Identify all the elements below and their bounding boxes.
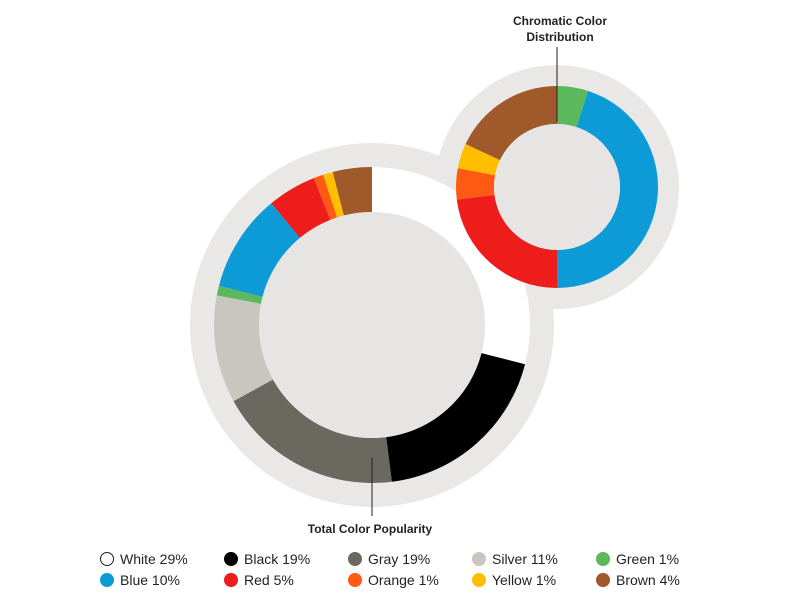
legend-label: Silver 11% <box>492 550 558 567</box>
legend-item: Blue 10% <box>100 569 224 590</box>
main-slice-silver <box>214 295 273 402</box>
legend-label: Black 19% <box>244 550 311 567</box>
legend-label: Blue 10% <box>120 571 180 588</box>
chromatic-slice-yellow <box>457 143 500 176</box>
main-slice-white <box>372 167 530 365</box>
chromatic-donut-center <box>494 124 620 250</box>
legend-swatch <box>224 572 238 587</box>
legend-item: White 29% <box>100 548 224 569</box>
chromatic-distribution-title: Chromatic Color Distribution <box>512 14 607 44</box>
legend-label: Gray 19% <box>368 550 431 567</box>
legend-swatch <box>100 572 114 587</box>
legend-row: White 29% Black 19% Gray 19% Silver 11% Gree… <box>100 548 740 569</box>
legend-label: White 29% <box>120 550 188 567</box>
legend-item: Red 5% <box>224 569 348 590</box>
legend-item: Orange 1% <box>348 569 472 590</box>
chromatic-slice-orange <box>456 168 496 200</box>
main-slice-gray <box>233 379 392 483</box>
main-slice-black <box>386 353 526 482</box>
legend-swatch <box>472 551 486 566</box>
legend-item: Gray 19% <box>348 548 472 569</box>
legend-item: Green 1% <box>596 548 720 569</box>
total-popularity-title: Total Color Popularity <box>307 522 433 536</box>
main-slice-yellow <box>323 171 344 218</box>
chromatic-slice-blue <box>557 90 658 288</box>
main-slice-brown <box>332 167 372 216</box>
legend-swatch <box>224 551 238 566</box>
legend-label: Brown 4% <box>616 571 680 588</box>
main-donut-center <box>259 212 485 438</box>
chromatic-slice-green <box>557 86 589 128</box>
legend-label: Orange 1% <box>368 571 439 588</box>
legend-item: Silver 11% <box>472 548 596 569</box>
legend-swatch <box>472 572 486 587</box>
main-slice-orange <box>313 174 338 220</box>
legend: White 29% Black 19% Gray 19% Silver 11% Gree… <box>100 548 740 590</box>
legend-swatch <box>348 551 362 566</box>
legend-item: Yellow 1% <box>472 569 596 590</box>
legend-item: Black 19% <box>224 548 348 569</box>
legend-swatch <box>348 572 362 587</box>
chromatic-slice-brown <box>465 86 557 161</box>
legend-swatch <box>100 551 114 566</box>
legend-label: Yellow 1% <box>492 571 557 588</box>
legend-swatch <box>596 551 610 566</box>
main-slice-red <box>271 178 331 238</box>
main-slice-blue <box>218 203 300 297</box>
legend-swatch <box>596 572 610 587</box>
legend-row: Blue 10% Red 5% Orange 1% Yellow 1% Brown 4% <box>100 569 740 590</box>
legend-label: Green 1% <box>616 550 680 567</box>
main-slice-green <box>216 285 263 304</box>
chromatic-slice-red <box>456 194 557 288</box>
legend-label: Red 5% <box>244 571 294 588</box>
legend-item: Brown 4% <box>596 569 720 590</box>
